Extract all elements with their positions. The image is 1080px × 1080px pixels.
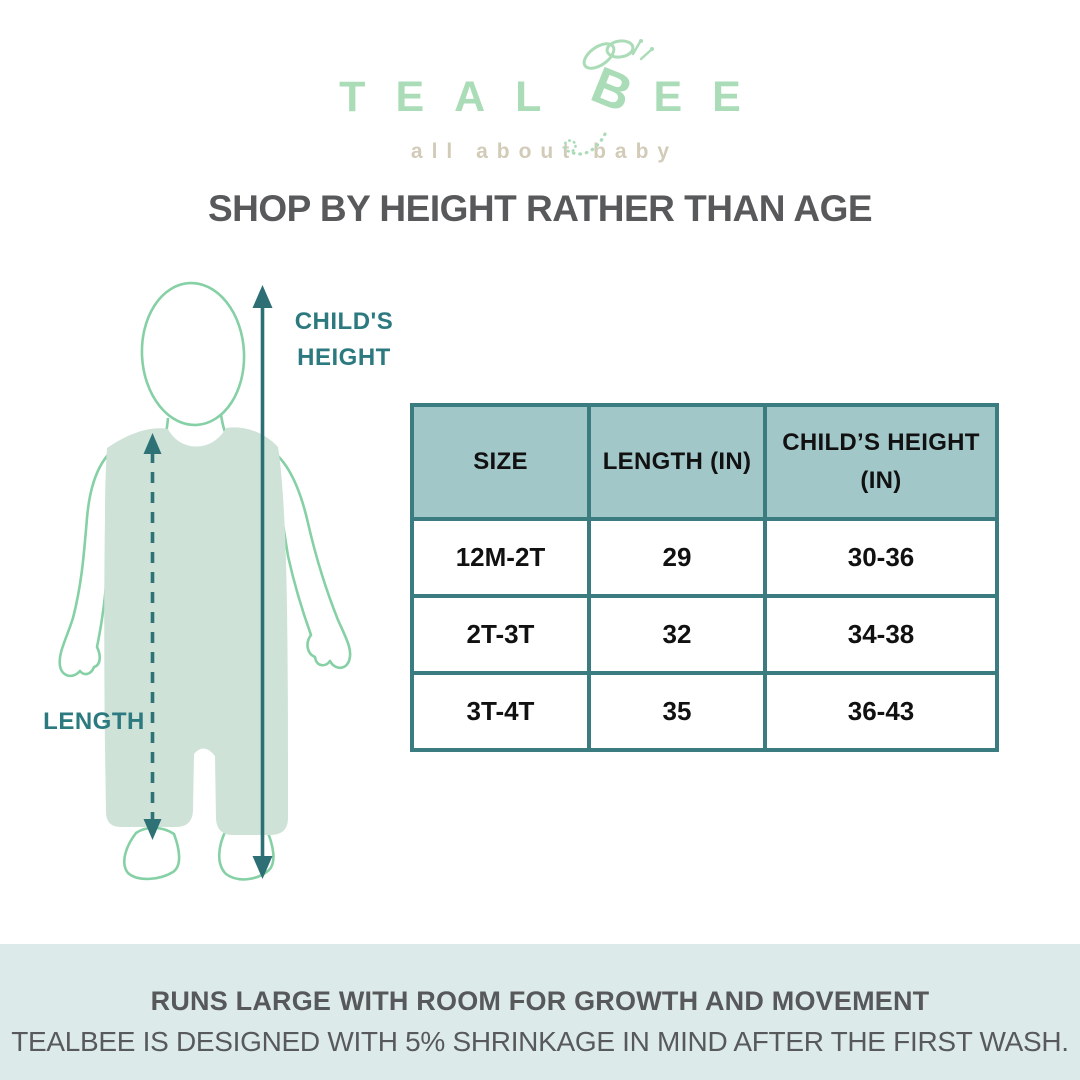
logo-text-teal: TEAL bbox=[339, 73, 572, 121]
brand-tagline: all about baby bbox=[410, 140, 679, 163]
brand-logo: TEAL B EE bbox=[0, 39, 1080, 156]
table-row: 2T-3T 32 34-38 bbox=[410, 594, 999, 675]
logo-text-ee: EE bbox=[653, 73, 771, 121]
cell-child-height: 36-43 bbox=[763, 671, 999, 752]
column-header-size: SIZE bbox=[410, 403, 591, 521]
baby-figure-illustration bbox=[58, 281, 352, 881]
childs-height-label: CHILD'S HEIGHT bbox=[294, 308, 394, 371]
table-header-row: SIZE LENGTH (IN) CHILD’S HEIGHT (IN) bbox=[410, 403, 999, 521]
cell-size: 2T-3T bbox=[410, 594, 591, 675]
cell-length: 32 bbox=[587, 594, 767, 675]
length-label: LENGTH bbox=[43, 708, 145, 735]
brand-header: TEAL B EE all about baby bbox=[0, 39, 1080, 164]
measurement-diagram: CHILD'S HEIGHT LENGTH bbox=[40, 278, 400, 888]
footer-note: RUNS LARGE WITH ROOM FOR GROWTH AND MOVE… bbox=[0, 944, 1080, 1080]
column-header-childs-height: CHILD’S HEIGHT (IN) bbox=[763, 403, 999, 521]
cell-child-height: 34-38 bbox=[763, 594, 999, 675]
page-title: SHOP BY HEIGHT RATHER THAN AGE bbox=[207, 188, 873, 229]
bee-logo: B bbox=[563, 39, 655, 156]
cell-child-height: 30-36 bbox=[763, 517, 999, 598]
table-row: 12M-2T 29 30-36 bbox=[410, 517, 999, 598]
cell-size: 3T-4T bbox=[410, 671, 591, 752]
cell-length: 35 bbox=[587, 671, 767, 752]
size-table: SIZE LENGTH (IN) CHILD’S HEIGHT (IN) 12M… bbox=[410, 403, 999, 752]
cell-length: 29 bbox=[587, 517, 767, 598]
childs-height-arrow bbox=[252, 285, 273, 879]
column-header-length: LENGTH (IN) bbox=[587, 403, 767, 521]
bee-wings-and-trail-icon bbox=[563, 39, 655, 156]
footer-line2: TEALBEE IS DESIGNED WITH 5% SHRINKAGE IN… bbox=[11, 1026, 1069, 1057]
table-row: 3T-4T 35 36-43 bbox=[410, 671, 999, 752]
footer-line1: RUNS LARGE WITH ROOM FOR GROWTH AND MOVE… bbox=[150, 986, 930, 1016]
cell-size: 12M-2T bbox=[410, 517, 591, 598]
length-arrow bbox=[143, 433, 162, 840]
